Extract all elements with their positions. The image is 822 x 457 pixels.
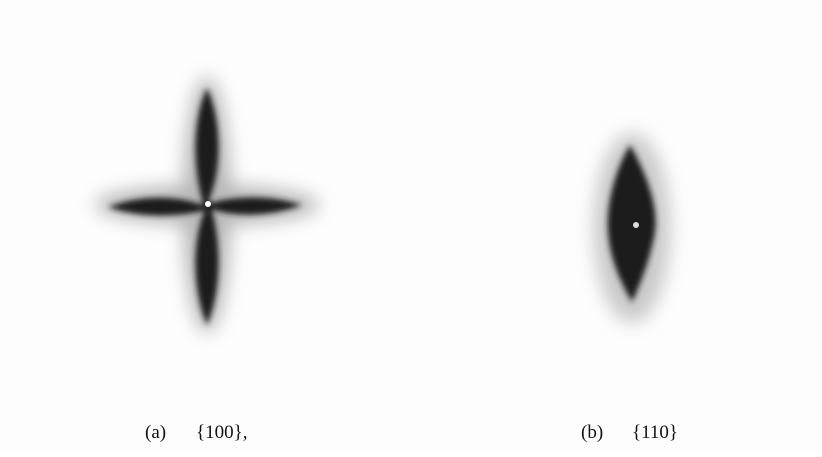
page: (a) {100}, (b) {110} (() => { const data… xyxy=(0,0,822,452)
panel-caption: {110} xyxy=(632,422,678,443)
panel-caption: {100}, xyxy=(196,422,248,443)
figure: (a) {100}, (b) {110} xyxy=(0,0,822,452)
pattern-b xyxy=(594,133,670,323)
panel-label: (b) xyxy=(581,422,603,443)
background xyxy=(0,0,822,452)
panel-label: (a) xyxy=(145,422,166,443)
